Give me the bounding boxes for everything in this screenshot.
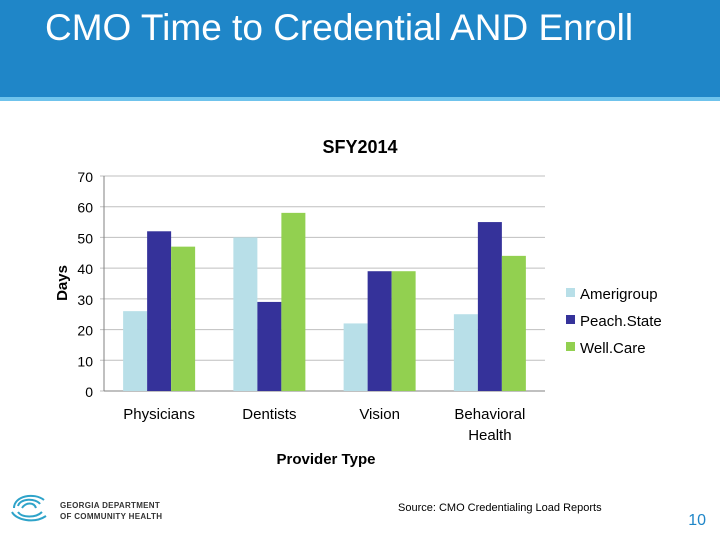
org-name: GEORGIA DEPARTMENT OF COMMUNITY HEALTH	[60, 500, 162, 522]
org-name-line2: OF COMMUNITY HEALTH	[60, 512, 163, 521]
legend-label: Peach.State	[580, 313, 662, 330]
y-tick-label: 50	[77, 230, 93, 246]
bar-amerigroup-1	[123, 311, 148, 391]
legend-swatch-peach-state	[566, 315, 575, 324]
y-tick-label: 10	[77, 353, 93, 369]
x-tick-label: Vision	[359, 406, 400, 423]
bar-well-care-2	[281, 212, 306, 391]
bar-amerigroup-3	[343, 323, 368, 391]
bar-chart: 0 10 20 30 40 50 60 70 Physicians Dentists Vision B…	[54, 169, 662, 468]
bar-amerigroup-2	[233, 237, 258, 391]
y-tick-label: 20	[77, 323, 93, 339]
legend-label: Well.Care	[580, 340, 646, 357]
legend-swatch-amerigroup	[566, 288, 575, 297]
org-name-line1: GEORGIA DEPARTMENT	[60, 501, 161, 510]
header-bar	[0, 0, 720, 97]
bar-peach-state-3	[367, 271, 392, 391]
x-tick-label: Physicians	[123, 406, 195, 423]
y-tick-label: 0	[85, 384, 93, 400]
y-axis-label: Days	[54, 265, 71, 301]
header-divider	[0, 97, 720, 101]
legend-label: Amerigroup	[580, 286, 658, 303]
y-tick-label: 30	[77, 292, 93, 308]
page-number: 10	[688, 512, 706, 529]
legend-swatch-well-care	[566, 342, 575, 351]
bar-peach-state-1	[147, 231, 172, 391]
bar-well-care-1	[171, 246, 196, 391]
bar-well-care-3	[391, 271, 416, 391]
chart-title: SFY2014	[322, 137, 398, 157]
x-axis-label: Provider Type	[277, 451, 376, 468]
x-tick-label: Behavioral Health	[454, 406, 525, 444]
dch-logo	[11, 494, 47, 522]
y-tick-label: 70	[77, 169, 93, 185]
source-note: Source: CMO Credentialing Load Reports	[398, 502, 602, 514]
y-tick-label: 40	[77, 261, 93, 277]
bar-well-care-4	[501, 255, 526, 391]
bar-amerigroup-4	[453, 314, 478, 391]
bar-peach-state-4	[477, 222, 502, 391]
x-tick-label: Dentists	[242, 406, 296, 423]
slide-title: CMO Time to Credential AND Enroll	[45, 7, 634, 48]
bar-peach-state-2	[257, 301, 282, 391]
y-tick-label: 60	[77, 200, 93, 216]
